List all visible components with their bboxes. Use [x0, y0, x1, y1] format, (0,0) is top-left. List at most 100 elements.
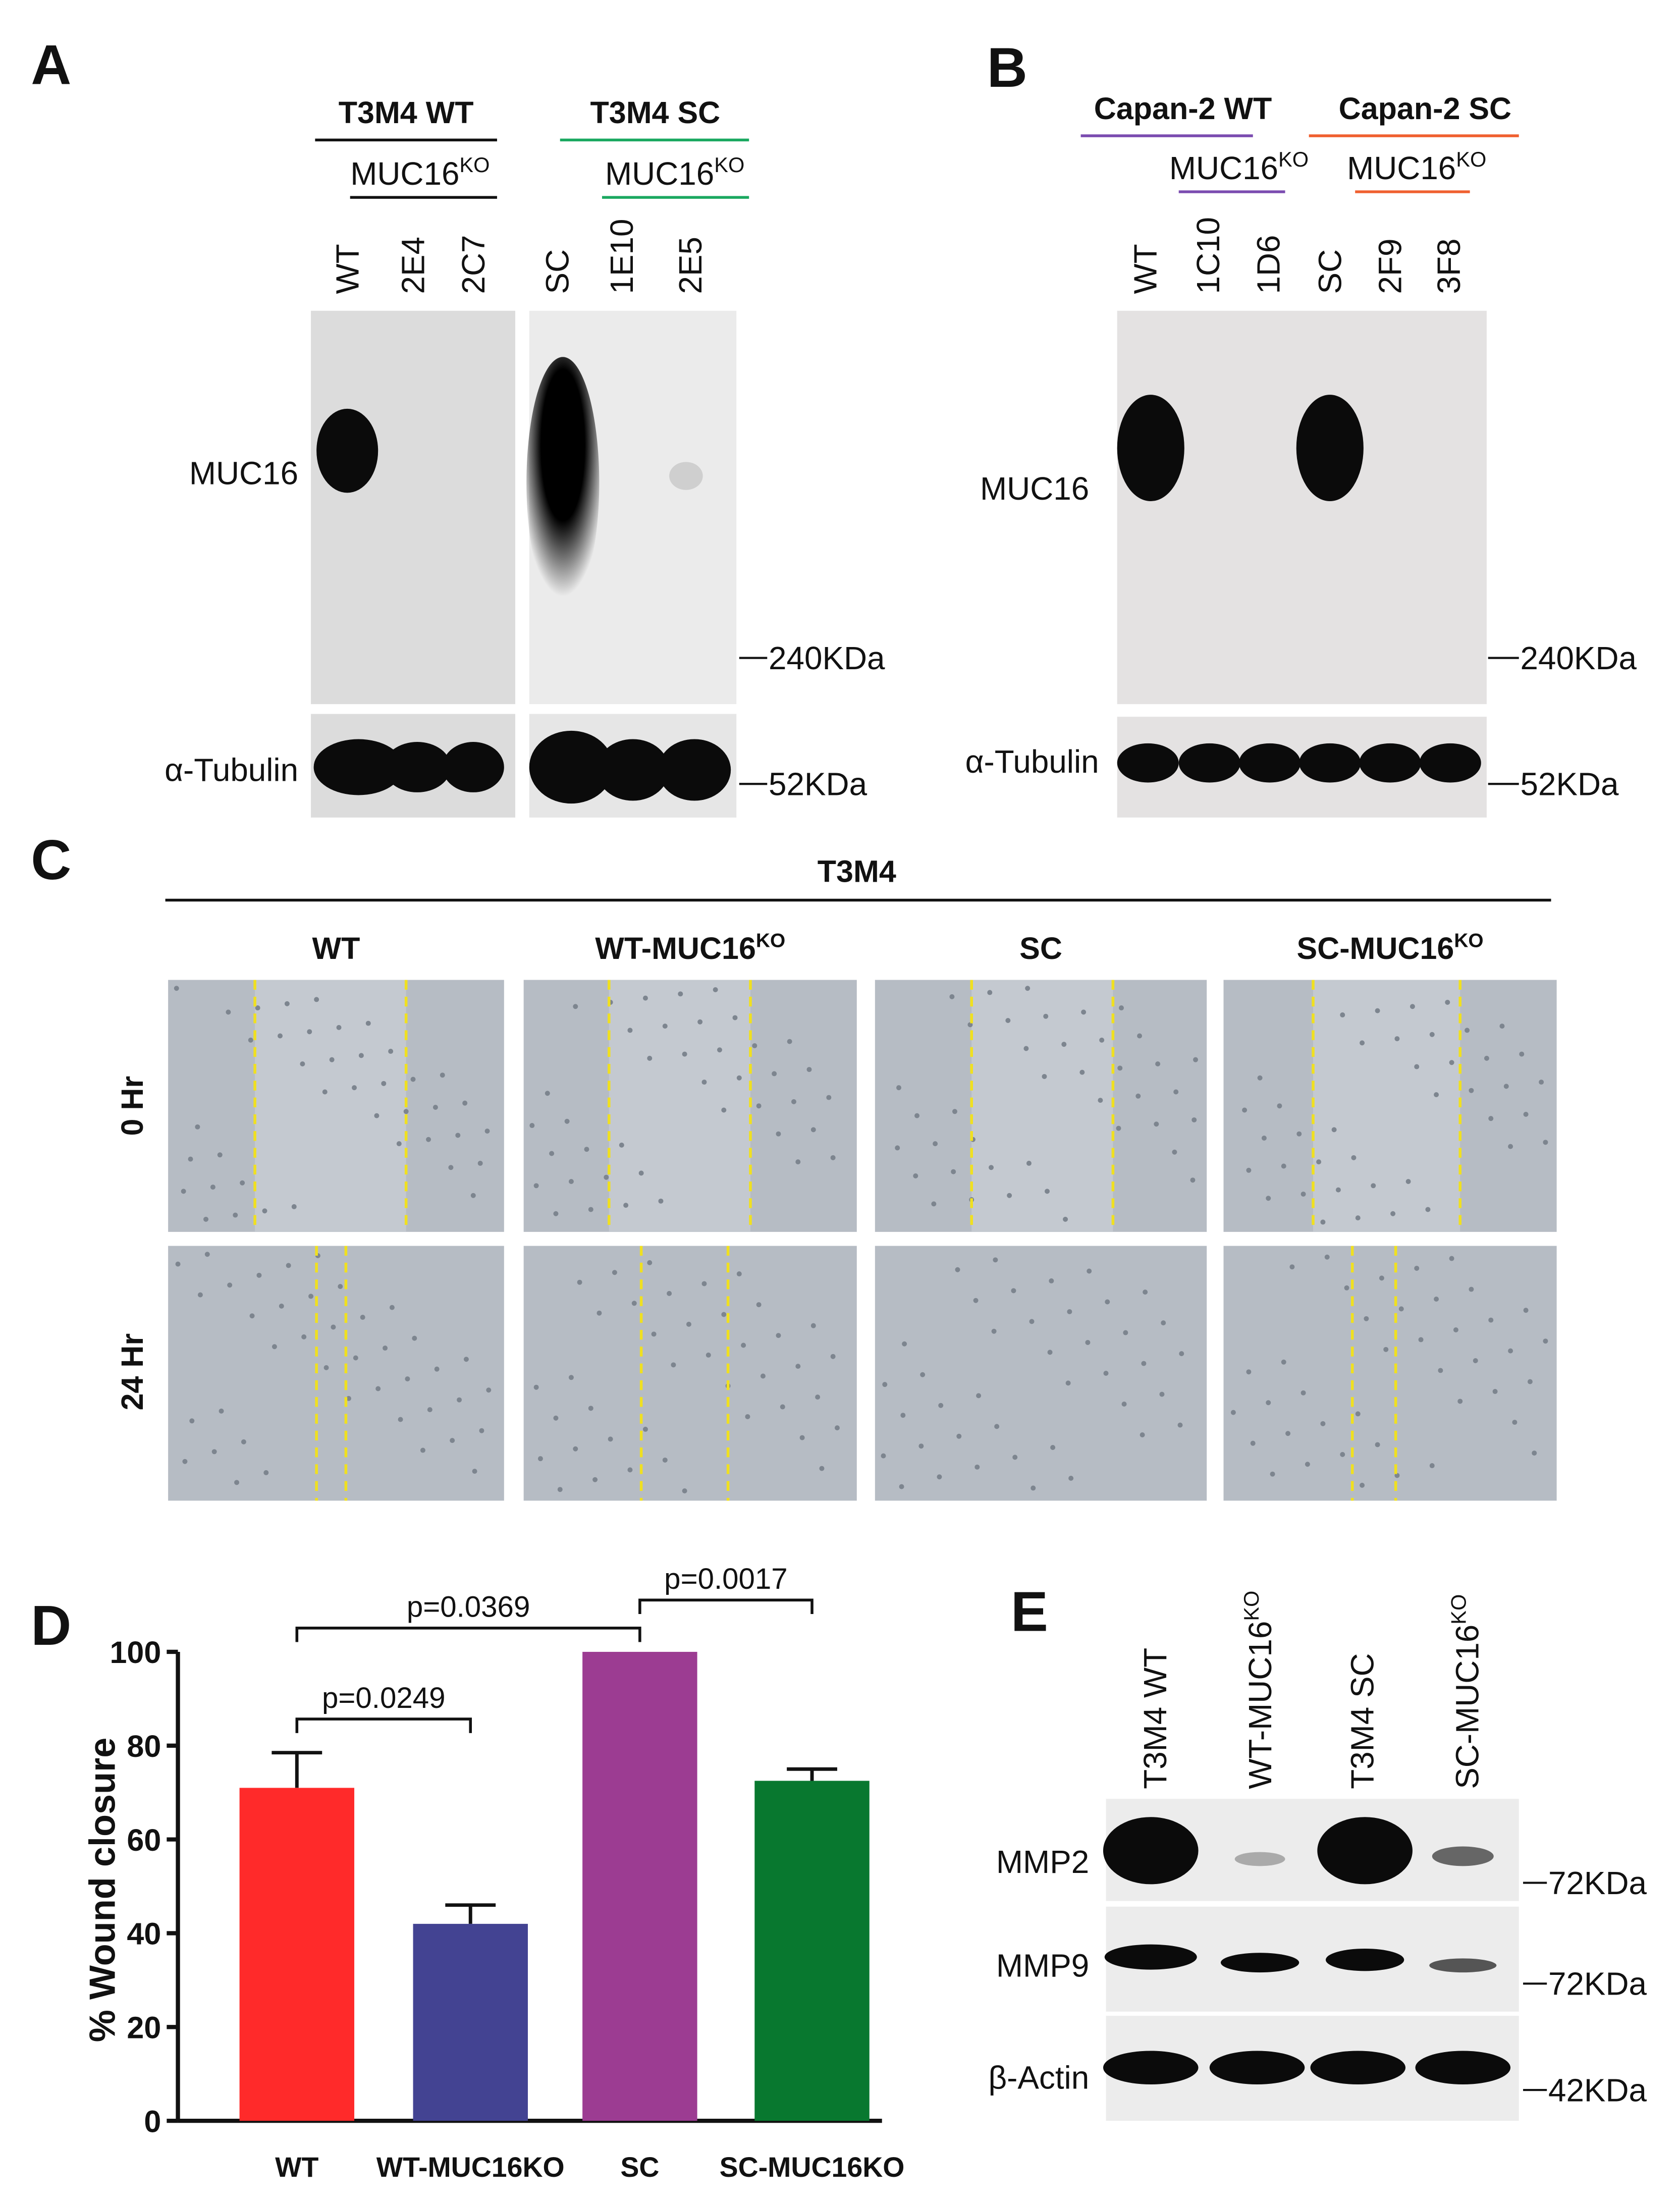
- cell: [1438, 1368, 1443, 1373]
- cell: [815, 1394, 821, 1400]
- cell: [1355, 1411, 1361, 1417]
- cell: [799, 1435, 805, 1440]
- cell: [956, 1433, 962, 1439]
- cell: [1300, 1390, 1306, 1395]
- lane-label: SC: [539, 249, 575, 294]
- cell: [352, 1085, 357, 1091]
- label-text: SC-MUC16: [1449, 1625, 1485, 1789]
- cell: [1296, 1131, 1302, 1137]
- cell: [1242, 1107, 1248, 1113]
- cell: [1527, 1379, 1533, 1384]
- p-value: p=0.0249: [322, 1682, 446, 1714]
- cell: [938, 1403, 944, 1408]
- cell: [564, 1118, 570, 1124]
- label-sup: KO: [1454, 930, 1483, 952]
- cell: [217, 1152, 223, 1158]
- cell: [307, 1029, 312, 1035]
- bar: [413, 1923, 528, 2121]
- cell: [240, 1180, 245, 1186]
- cell: [1425, 1207, 1431, 1212]
- cell: [976, 1393, 982, 1399]
- cell: [1532, 1451, 1537, 1456]
- row-label: MMP2: [996, 1844, 1089, 1880]
- band: [1103, 2051, 1199, 2085]
- cell: [1394, 1036, 1400, 1042]
- cell: [1405, 1178, 1411, 1184]
- cell: [1488, 1116, 1494, 1121]
- cell: [1049, 1278, 1054, 1283]
- lane-label: 1E10: [604, 219, 640, 294]
- cell: [1523, 1111, 1529, 1117]
- cell: [248, 1037, 253, 1043]
- group-title: Capan-2 SC: [1339, 91, 1511, 126]
- wound-image: [523, 1246, 857, 1501]
- cell: [1281, 1359, 1286, 1365]
- cell: [336, 1025, 342, 1030]
- cell: [323, 1365, 329, 1370]
- cell: [882, 1382, 888, 1387]
- cell: [1434, 1092, 1439, 1098]
- cell: [440, 1072, 445, 1078]
- cell: [662, 1024, 668, 1029]
- cell: [881, 1453, 886, 1459]
- cell: [1063, 1216, 1068, 1222]
- cell: [1289, 1264, 1295, 1270]
- label-sup: KO: [1446, 1594, 1470, 1625]
- ko-sup: KO: [1278, 147, 1309, 171]
- y-tick-label: 60: [127, 1823, 161, 1857]
- label: WT: [312, 931, 360, 965]
- column-headers: WT WT-MUC16KO SC SC-MUC16KO: [312, 930, 1484, 965]
- cell: [1068, 1476, 1074, 1481]
- label: SC-MUC16KO: [1296, 930, 1483, 965]
- cell: [272, 1344, 277, 1350]
- cell: [195, 1124, 200, 1130]
- cell: [427, 1407, 432, 1413]
- ko-text: MUC16: [1347, 150, 1456, 186]
- label: WT-MUC16KO: [1239, 1591, 1278, 1789]
- cell: [1508, 1144, 1513, 1149]
- row-label: α-Tubulin: [965, 743, 1099, 780]
- cell: [1360, 1040, 1365, 1046]
- cell: [426, 1137, 431, 1142]
- significance-bracket: [638, 1598, 814, 1615]
- wound-image: [1223, 1246, 1557, 1501]
- cell: [706, 1352, 711, 1358]
- cell: [1543, 1338, 1548, 1344]
- cell: [577, 1279, 582, 1285]
- cell: [1012, 1455, 1018, 1460]
- cell: [256, 1272, 262, 1278]
- label: SC-MUC16KO: [1446, 1594, 1485, 1789]
- cell: [1191, 1117, 1197, 1122]
- cell: [383, 1346, 388, 1351]
- cell: [955, 1267, 960, 1272]
- cell: [389, 1305, 395, 1310]
- cell: [1277, 1103, 1282, 1109]
- cell: [1190, 1177, 1196, 1183]
- cell: [1445, 999, 1450, 1005]
- band: [1310, 2051, 1406, 2085]
- marker: 72KDa: [1548, 1865, 1647, 1901]
- cell: [830, 1155, 836, 1160]
- cell: [300, 1061, 305, 1066]
- cell: [1469, 1286, 1474, 1292]
- cell: [398, 1417, 403, 1422]
- label: WT-MUC16KO: [595, 930, 785, 965]
- cell: [791, 1099, 796, 1104]
- cell: [1007, 1193, 1012, 1198]
- row-label: MUC16: [189, 455, 298, 492]
- cell: [420, 1447, 425, 1453]
- cell: [952, 1109, 957, 1114]
- group-title: T3M4 SC: [590, 95, 721, 130]
- cell: [745, 1414, 750, 1419]
- cell: [1257, 1075, 1263, 1081]
- cell: [241, 1439, 246, 1444]
- cell: [772, 1071, 777, 1077]
- cell: [776, 1333, 781, 1338]
- cell: [210, 1185, 215, 1190]
- band: [1234, 1852, 1285, 1866]
- cell: [189, 1418, 195, 1424]
- cell: [1121, 1402, 1127, 1407]
- wound-gap: [609, 980, 750, 1232]
- ko-label: MUC16KO: [350, 153, 490, 192]
- band: [1178, 743, 1240, 783]
